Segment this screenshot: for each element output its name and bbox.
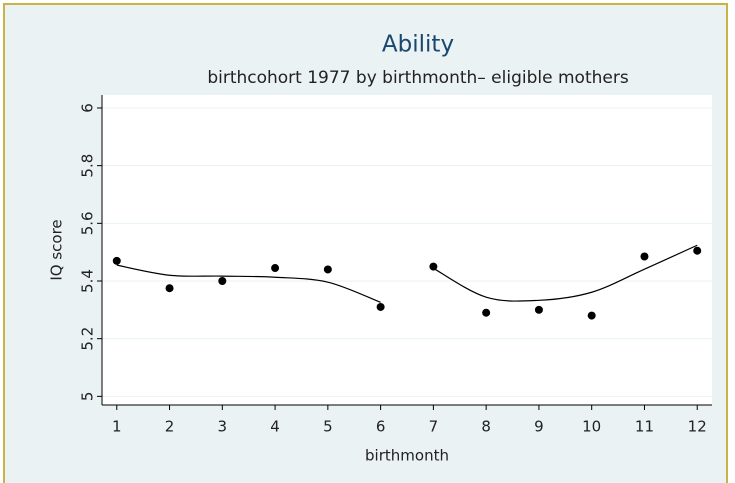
x-tick-label: 8: [481, 418, 491, 436]
x-tick-label: 4: [270, 418, 280, 436]
x-tick-label: 7: [429, 418, 439, 436]
chart-subtitle: birthcohort 1977 by birthmonth– eligible…: [207, 68, 629, 88]
data-point: [640, 252, 649, 261]
data-point: [482, 308, 491, 317]
data-point: [693, 246, 702, 255]
chart-title: Ability: [382, 32, 454, 58]
x-tick-label: 5: [323, 418, 333, 436]
x-tick-label: 11: [635, 418, 654, 436]
x-axis-label: birthmonth: [365, 447, 449, 465]
x-tick-label: 1: [112, 418, 122, 436]
data-point: [112, 256, 121, 265]
y-tick-label: 5.6: [79, 211, 97, 235]
data-point: [218, 277, 227, 285]
y-tick-label: 6: [79, 103, 97, 113]
plot-region: [102, 95, 712, 405]
data-point: [534, 305, 543, 314]
x-tick-label: 12: [688, 418, 707, 436]
y-tick-label: 5.4: [79, 269, 97, 293]
data-point: [271, 264, 280, 273]
x-tick-label: 2: [165, 418, 175, 436]
fit-line: [433, 244, 698, 302]
y-tick-label: 5: [79, 392, 97, 402]
x-tick-label: 3: [218, 418, 228, 436]
data-point: [376, 302, 385, 311]
fit-line: [116, 264, 381, 303]
data-point: [323, 265, 332, 274]
y-axis-label: IQ score: [48, 219, 66, 280]
x-tick-label: 6: [376, 418, 386, 436]
y-tick-label: 5.2: [79, 327, 97, 351]
graph-border: [3, 3, 728, 483]
data-point: [587, 311, 596, 320]
x-tick-label: 10: [582, 418, 601, 436]
data-point: [165, 284, 174, 293]
data-point: [429, 262, 438, 271]
y-tick-label: 5.8: [79, 154, 97, 178]
x-tick-label: 9: [534, 418, 544, 436]
